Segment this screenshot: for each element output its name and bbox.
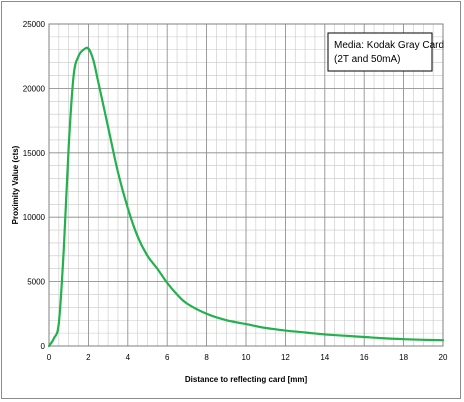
annotation-line-2: (2T and 50mA): [334, 54, 401, 65]
x-tick-label: 10: [242, 353, 251, 362]
x-tick-label: 2: [86, 353, 91, 362]
series-line: [47, 46, 445, 348]
x-tick-label: 18: [399, 353, 408, 362]
annotation-line-1: Media: Kodak Gray Card: [334, 40, 444, 51]
annotation-box: Media: Kodak Gray Card (2T and 50mA): [327, 32, 444, 72]
x-tick-label: 12: [281, 353, 290, 362]
x-tick-label: 0: [47, 353, 52, 362]
y-tick-labels: 0 5000 10000 15000 20000 25000: [23, 20, 46, 351]
x-tick-label: 14: [320, 353, 329, 362]
x-tick-labels: 0 2 4 6 8 10 12 14 16 18 20: [47, 353, 448, 362]
x-tick-label: 8: [204, 353, 209, 362]
y-tick-label: 5000: [27, 278, 45, 287]
x-tick-label: 20: [439, 353, 448, 362]
x-tick-label: 6: [165, 353, 170, 362]
x-tick-label: 4: [126, 353, 131, 362]
y-tick-label: 10000: [23, 213, 46, 222]
x-axis-title: Distance to reflecting card [mm]: [185, 375, 308, 384]
y-tick-label: 20000: [23, 84, 46, 93]
y-tick-label: 25000: [23, 20, 46, 29]
y-axis-title: Proximity Value (cts): [11, 145, 20, 224]
x-tick-label: 16: [360, 353, 369, 362]
y-tick-label: 15000: [23, 149, 46, 158]
plot-area: [48, 23, 444, 347]
y-tick-label: 0: [41, 342, 46, 351]
